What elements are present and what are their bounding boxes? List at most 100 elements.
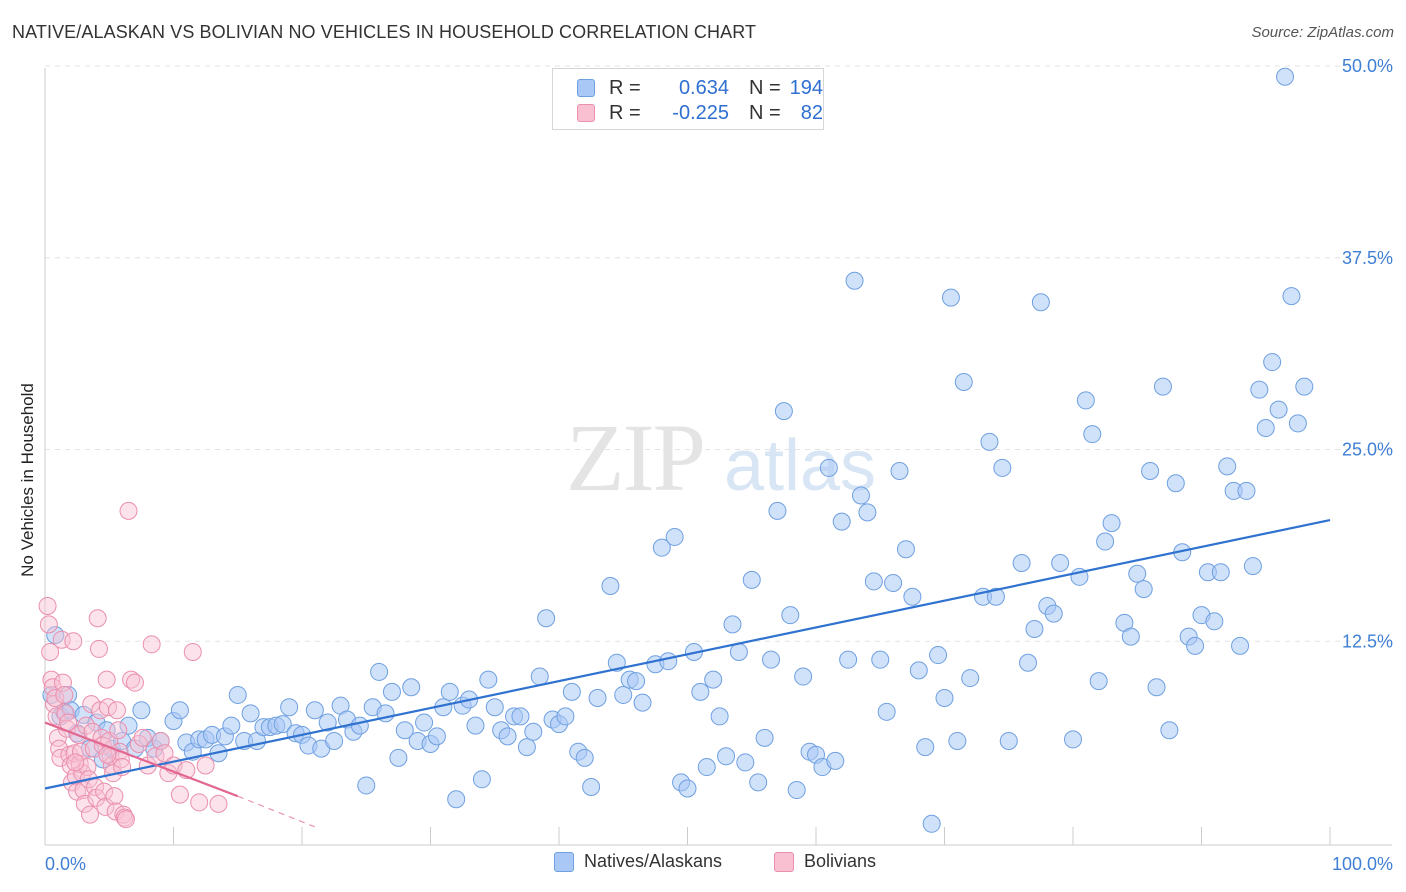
data-point-natives	[954, 373, 973, 392]
data-point-bolivians	[38, 596, 57, 615]
data-point-bolivians	[39, 615, 58, 634]
legend-swatch-bolivians	[577, 104, 595, 122]
data-point-natives	[440, 682, 459, 701]
data-point-natives	[678, 779, 697, 798]
data-point-natives	[228, 685, 247, 704]
data-point-natives	[447, 790, 466, 809]
data-point-natives	[1083, 425, 1102, 444]
data-point-bolivians	[80, 805, 99, 824]
data-point-natives	[1134, 580, 1153, 599]
data-point-natives	[241, 704, 260, 723]
data-point-natives	[826, 751, 845, 770]
data-point-bolivians	[116, 810, 135, 829]
data-point-natives	[1141, 461, 1160, 480]
data-point-natives	[736, 753, 755, 772]
data-point-natives	[1160, 721, 1179, 740]
data-point-natives	[1237, 481, 1256, 500]
data-point-natives	[1051, 554, 1070, 573]
data-point-natives	[1231, 636, 1250, 655]
data-point-natives	[318, 713, 337, 732]
trend-line-natives	[44, 518, 1331, 790]
data-point-natives	[1218, 457, 1237, 476]
data-point-natives	[1012, 554, 1031, 573]
x-tick-label-min: 0.0%	[45, 854, 86, 874]
legend-r-value: 0.634	[678, 76, 729, 99]
data-point-natives	[556, 707, 575, 726]
data-point-bolivians	[88, 609, 107, 628]
data-point-natives	[305, 701, 324, 720]
data-point-natives	[389, 748, 408, 767]
source-label: Source: ZipAtlas.com	[1251, 24, 1394, 41]
tick-labels: 12.5% 25.0% 37.5% 50.0% 0.0% 100.0%	[45, 56, 1393, 874]
series-legend-swatch-natives	[554, 851, 574, 872]
data-point-natives	[1121, 627, 1140, 646]
data-point-natives	[652, 538, 671, 557]
data-point-natives	[222, 716, 241, 735]
legend-row-natives: R = 0.634 N = 194	[577, 76, 823, 100]
data-point-natives	[170, 701, 189, 720]
data-point-natives	[607, 653, 626, 672]
data-point-natives	[395, 721, 414, 740]
data-point-bolivians	[95, 782, 114, 801]
data-point-natives	[633, 693, 652, 712]
data-point-natives	[909, 661, 928, 680]
data-point-bolivians	[41, 642, 60, 661]
data-point-natives	[717, 747, 736, 766]
data-point-natives	[601, 577, 620, 596]
data-point-bolivians	[55, 685, 74, 704]
data-point-bolivians	[107, 701, 126, 720]
watermark-atlas: atlas	[724, 426, 876, 506]
data-point-bolivians	[64, 632, 83, 651]
data-point-natives	[1269, 400, 1288, 419]
data-point-natives	[614, 685, 633, 704]
data-point-bolivians	[196, 756, 215, 775]
data-point-natives	[1186, 636, 1205, 655]
data-point-bolivians	[52, 630, 71, 649]
data-point-natives	[479, 670, 498, 689]
data-point-natives	[1276, 67, 1295, 86]
chart-title: NATIVE/ALASKAN VS BOLIVIAN NO VEHICLES I…	[12, 22, 757, 42]
data-point-natives	[851, 486, 870, 505]
data-point-natives	[858, 503, 877, 522]
legend-n-value: 82	[800, 101, 823, 124]
data-point-natives	[729, 642, 748, 661]
data-point-natives	[1064, 730, 1082, 749]
data-point-natives	[472, 770, 491, 789]
legend-n-label: N =	[749, 76, 781, 99]
data-point-natives	[1288, 414, 1307, 433]
data-point-natives	[280, 698, 299, 717]
data-point-natives	[427, 727, 446, 746]
series-legend-bolivians[interactable]: Bolivians	[774, 851, 876, 872]
data-point-bolivians	[75, 794, 94, 813]
series-legend-natives[interactable]: Natives/Alaskans	[554, 851, 722, 872]
data-point-natives	[588, 689, 607, 708]
y-tick-label: 50.0%	[1342, 56, 1393, 76]
data-point-bolivians	[125, 673, 144, 692]
data-point-natives	[1102, 514, 1121, 533]
series-legend-label-bolivians: Bolivians	[804, 851, 877, 871]
data-point-bolivians	[133, 728, 152, 747]
legend-r-label: R =	[609, 76, 641, 99]
data-point-bolivians	[170, 785, 189, 804]
data-point-natives	[1153, 377, 1172, 396]
data-point-natives	[582, 777, 601, 796]
data-point-natives	[1295, 377, 1314, 396]
data-point-natives	[749, 773, 768, 792]
data-point-natives	[659, 652, 678, 671]
data-point-natives	[1019, 653, 1038, 672]
data-point-natives	[1282, 287, 1301, 306]
legend-n-value: 194	[789, 76, 823, 99]
series-legend-swatch-bolivians	[774, 851, 794, 872]
data-point-bolivians	[209, 794, 228, 813]
legend-r-label: R =	[609, 101, 641, 124]
data-point-natives	[325, 731, 344, 750]
data-point-natives	[415, 713, 434, 732]
data-point-natives	[704, 670, 723, 689]
data-point-natives	[1096, 532, 1115, 551]
trend-line-bolivians-extension	[237, 795, 316, 828]
data-point-natives	[1076, 391, 1095, 410]
data-point-natives	[1089, 672, 1108, 691]
data-point-natives	[845, 271, 864, 290]
data-point-bolivians	[155, 744, 174, 763]
legend-row-bolivians: R = -0.225 N = 82	[577, 101, 823, 125]
